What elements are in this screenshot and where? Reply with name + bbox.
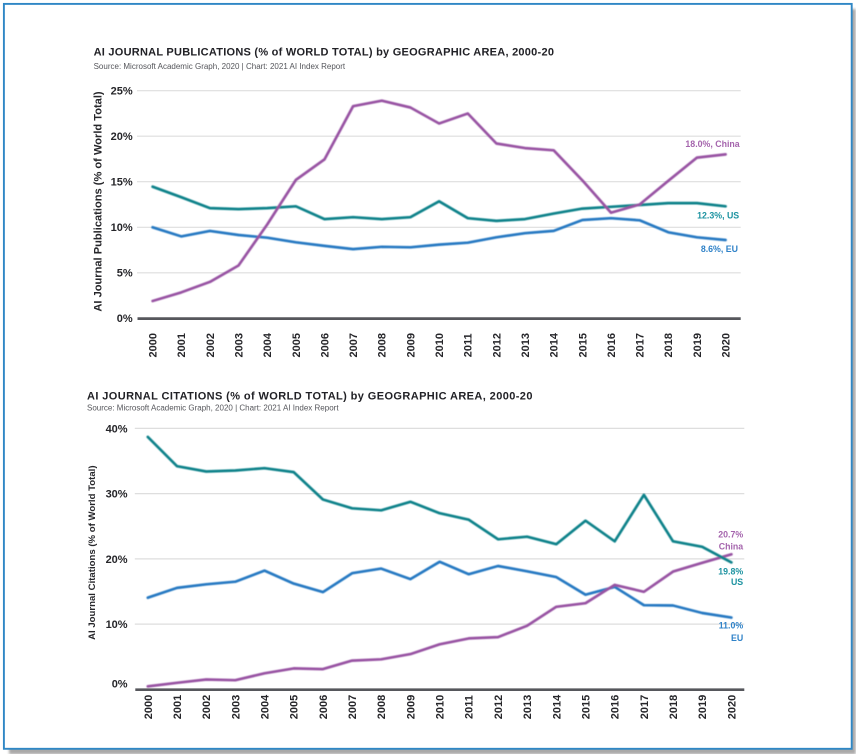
- svg-text:AI Journal Publications (% of: AI Journal Publications (% of World Tota…: [92, 91, 104, 312]
- svg-text:2020: 2020: [726, 695, 738, 719]
- svg-text:2007: 2007: [348, 333, 360, 357]
- svg-text:2017: 2017: [635, 333, 647, 357]
- svg-text:8.6%, EU: 8.6%, EU: [701, 244, 738, 254]
- svg-text:2005: 2005: [291, 333, 303, 357]
- svg-text:2019: 2019: [692, 333, 704, 357]
- svg-text:2006: 2006: [318, 695, 330, 719]
- svg-text:2005: 2005: [289, 695, 301, 719]
- svg-text:2000: 2000: [143, 695, 155, 719]
- svg-text:10%: 10%: [106, 619, 128, 631]
- svg-text:11.0%: 11.0%: [719, 621, 744, 631]
- svg-text:2019: 2019: [697, 695, 709, 719]
- svg-text:2015: 2015: [581, 695, 593, 719]
- svg-text:2009: 2009: [405, 695, 417, 719]
- svg-text:2012: 2012: [491, 333, 503, 357]
- svg-text:2012: 2012: [493, 695, 505, 719]
- svg-text:0%: 0%: [117, 313, 133, 325]
- svg-text:2003: 2003: [230, 695, 242, 719]
- svg-text:Source: Microsoft Academic Gra: Source: Microsoft Academic Graph, 2020 |…: [87, 403, 339, 412]
- svg-text:2018: 2018: [663, 333, 675, 357]
- svg-text:2009: 2009: [405, 333, 417, 357]
- svg-text:0%: 0%: [112, 679, 128, 691]
- svg-text:5%: 5%: [117, 268, 133, 280]
- svg-text:2002: 2002: [205, 333, 217, 357]
- svg-text:AI JOURNAL CITATIONS (% of WOR: AI JOURNAL CITATIONS (% of WORLD TOTAL) …: [87, 390, 533, 402]
- svg-text:US: US: [731, 577, 743, 587]
- svg-text:19.8%: 19.8%: [718, 567, 743, 577]
- svg-text:2011: 2011: [463, 333, 475, 357]
- svg-text:2003: 2003: [234, 333, 246, 357]
- svg-text:20%: 20%: [111, 131, 133, 143]
- svg-text:40%: 40%: [106, 423, 128, 435]
- svg-text:2000: 2000: [148, 333, 160, 357]
- svg-text:2002: 2002: [201, 695, 213, 719]
- svg-text:2018: 2018: [668, 695, 680, 719]
- svg-text:2014: 2014: [551, 694, 563, 719]
- svg-text:EU: EU: [731, 633, 743, 643]
- svg-text:2004: 2004: [260, 694, 272, 719]
- svg-text:AI Journal Citations (% of Wor: AI Journal Citations (% of World Total): [87, 465, 98, 639]
- svg-text:2020: 2020: [721, 333, 733, 357]
- svg-text:2013: 2013: [522, 695, 534, 719]
- svg-text:20.7%: 20.7%: [718, 529, 743, 539]
- svg-text:China: China: [719, 542, 744, 552]
- svg-text:25%: 25%: [111, 86, 133, 98]
- svg-text:20%: 20%: [106, 554, 128, 566]
- svg-text:2007: 2007: [347, 695, 359, 719]
- svg-text:30%: 30%: [106, 489, 128, 501]
- svg-text:12.3%, US: 12.3%, US: [697, 211, 739, 221]
- svg-text:Source: Microsoft Academic Gra: Source: Microsoft Academic Graph, 2020 |…: [94, 62, 346, 71]
- svg-text:18.0%, China: 18.0%, China: [685, 139, 739, 149]
- svg-text:2008: 2008: [376, 695, 388, 719]
- svg-text:2010: 2010: [435, 695, 447, 719]
- svg-text:2004: 2004: [262, 332, 274, 357]
- svg-text:2008: 2008: [377, 333, 389, 357]
- svg-text:2006: 2006: [319, 333, 331, 357]
- svg-text:2010: 2010: [434, 333, 446, 357]
- svg-text:AI JOURNAL PUBLICATIONS (% of: AI JOURNAL PUBLICATIONS (% of WORLD TOTA…: [94, 47, 555, 59]
- svg-text:2001: 2001: [176, 333, 188, 357]
- svg-text:2015: 2015: [577, 333, 589, 357]
- svg-text:2001: 2001: [172, 695, 184, 719]
- svg-text:2016: 2016: [606, 333, 618, 357]
- svg-text:2013: 2013: [520, 333, 532, 357]
- svg-text:2011: 2011: [464, 695, 476, 719]
- svg-text:10%: 10%: [111, 222, 133, 234]
- svg-text:2014: 2014: [549, 332, 561, 357]
- svg-text:2016: 2016: [610, 695, 622, 719]
- svg-text:2017: 2017: [639, 695, 651, 719]
- svg-text:15%: 15%: [111, 177, 133, 189]
